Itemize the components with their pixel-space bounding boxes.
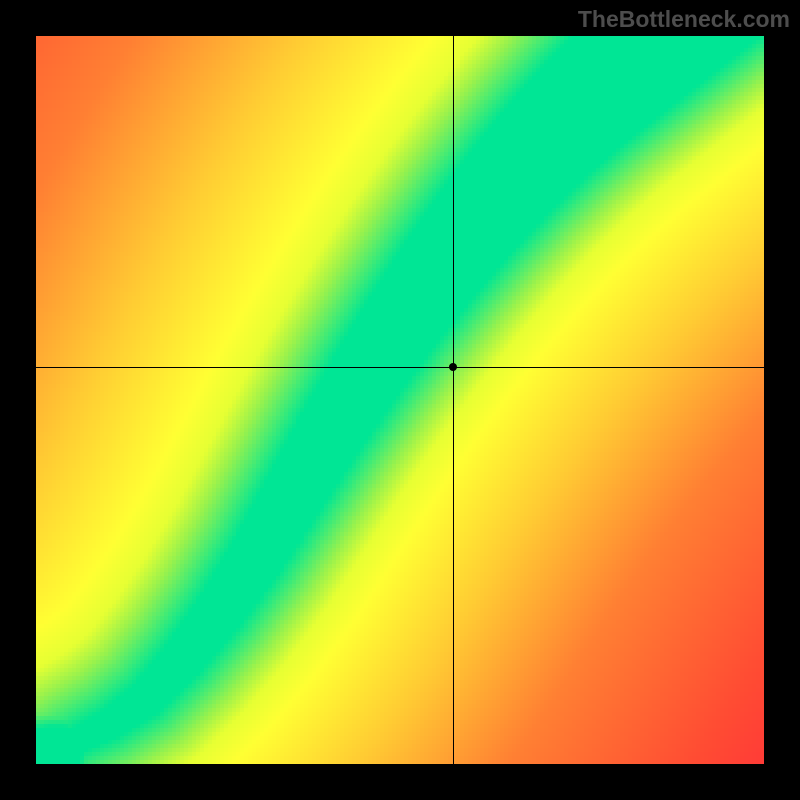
bottleneck-heatmap (36, 36, 764, 764)
bottleneck-marker-point[interactable] (449, 363, 457, 371)
crosshair-vertical (453, 36, 454, 764)
crosshair-horizontal (36, 367, 764, 368)
chart-frame: { "watermark": { "text": "TheBottleneck.… (0, 0, 800, 800)
watermark-text: TheBottleneck.com (578, 6, 790, 33)
